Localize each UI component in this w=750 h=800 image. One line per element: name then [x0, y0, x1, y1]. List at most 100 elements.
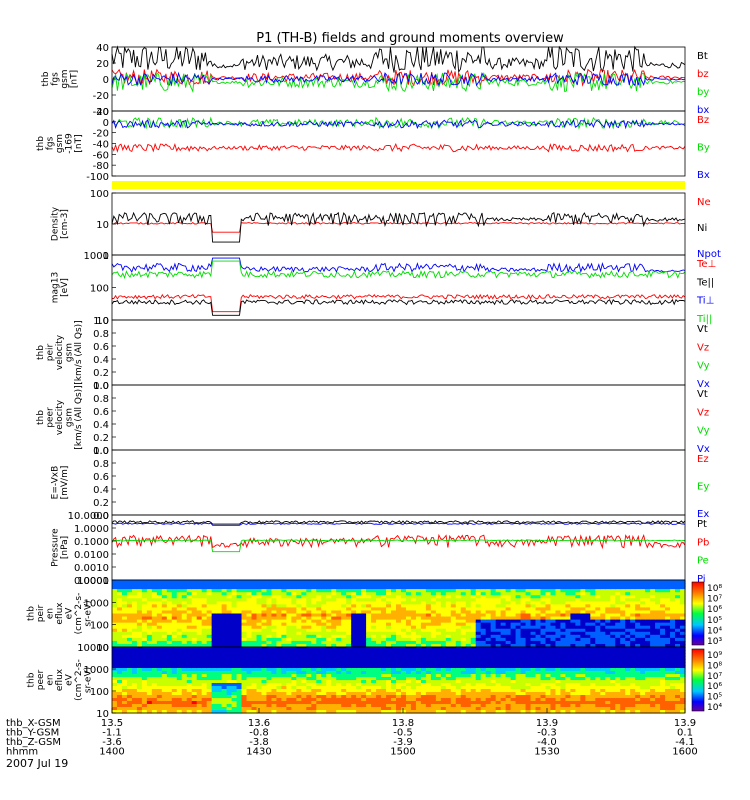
spectrogram-cell [211, 698, 218, 702]
spectrogram-cell [575, 707, 581, 711]
spectrogram-cell [256, 580, 263, 584]
spectrogram-cell [415, 598, 422, 602]
spectrogram-cell [112, 637, 118, 642]
spectrogram-cell [281, 637, 287, 642]
spectrogram-cell [470, 647, 477, 651]
spectrogram-cell [635, 580, 641, 584]
spectrogram-cell [251, 668, 258, 672]
spectrogram-cell [525, 583, 532, 587]
spectrogram-cell [420, 637, 427, 642]
spectrogram-cell [321, 692, 327, 696]
spectrogram-cell [156, 592, 163, 596]
spectrogram-cell [201, 671, 208, 675]
spectrogram-cell [356, 607, 362, 612]
spectrogram-cell [450, 619, 457, 624]
spectrogram-cell [495, 598, 502, 602]
spectrogram-cell [540, 601, 547, 605]
spectrogram-cell [316, 698, 322, 702]
spectrogram-cell [435, 595, 442, 599]
spectrogram-cell [281, 650, 287, 654]
spectrogram-cell [420, 707, 427, 711]
spectrogram-cell [585, 601, 591, 605]
spectrogram-cell [226, 695, 233, 699]
spectrogram-cell [276, 640, 283, 645]
spectrogram-cell [301, 671, 307, 675]
spectrogram-cell [366, 659, 372, 663]
spectrogram-cell [251, 695, 258, 699]
spectrogram-cell [510, 589, 517, 593]
spectrogram-cell [540, 595, 547, 599]
spectrogram-cell [660, 586, 666, 590]
spectrogram-cell [186, 671, 193, 675]
spectrogram-cell [176, 607, 183, 612]
spectrogram-cell [645, 643, 651, 648]
spectrogram-cell [186, 631, 193, 636]
spectrogram-cell [236, 616, 243, 621]
spectrogram-cell [555, 677, 562, 681]
spectrogram-cell [600, 677, 606, 681]
spectrogram-cell [346, 622, 352, 627]
spectrogram-cell [540, 665, 547, 669]
spectrogram-cell [570, 683, 576, 687]
spectrogram-cell [515, 668, 522, 672]
spectrogram-cell [590, 643, 596, 648]
spectrogram-cell [675, 634, 681, 639]
spectrogram-cell [490, 674, 497, 678]
spectrogram-cell [361, 634, 367, 639]
spectrogram-cell [550, 592, 557, 596]
spectrogram-cell [326, 604, 332, 609]
spectrogram-cell [615, 674, 621, 678]
spectrogram-cell [186, 643, 193, 648]
spectrogram-cell [351, 695, 357, 699]
spectrogram-cell [420, 592, 427, 596]
spectrogram-cell [281, 610, 287, 615]
spectrogram-cell [540, 622, 547, 627]
spectrogram-cell [331, 580, 337, 584]
spectrogram-cell [515, 637, 522, 642]
spectrogram-cell [500, 659, 507, 663]
spectrogram-cell [530, 689, 537, 693]
spectrogram-cell [610, 628, 616, 633]
spectrogram-cell [610, 656, 616, 660]
spectrogram-cell [201, 659, 208, 663]
spectrogram-cell [650, 631, 656, 636]
spectrogram-cell [575, 637, 581, 642]
spectrogram-cell [625, 625, 631, 630]
spectrogram-cell [495, 686, 502, 690]
spectrogram-cell [605, 647, 611, 651]
spectrogram-cell [231, 589, 238, 593]
spectrogram-cell [500, 710, 507, 714]
spectrogram-cell [112, 604, 118, 609]
spectrogram-cell [410, 640, 417, 645]
spectrogram-cell [226, 601, 233, 605]
spectrogram-cell [306, 665, 312, 669]
spectrogram-cell [560, 643, 567, 648]
spectrogram-cell [131, 592, 138, 596]
spectrogram-cell [386, 698, 392, 702]
spectrogram-cell [525, 580, 532, 584]
spectrogram-cell [211, 656, 218, 660]
spectrogram-cell [550, 583, 557, 587]
spectrogram-cell [181, 631, 188, 636]
spectrogram-cell [141, 631, 148, 636]
spectrogram-cell [480, 650, 487, 654]
colorbar-label: 10⁸ [707, 584, 722, 594]
spectrogram-cell [171, 710, 178, 714]
y-axis-label: thb [27, 606, 37, 621]
spectrogram-cell [291, 592, 297, 596]
spectrogram-cell [410, 674, 417, 678]
spectrogram-cell [271, 604, 278, 609]
spectrogram-cell [191, 653, 198, 657]
spectrogram-cell [251, 698, 258, 702]
spectrogram-cell [430, 704, 437, 708]
y-axis-label: (cm^2-s- [74, 593, 84, 635]
spectrogram-cell [470, 628, 477, 633]
spectrogram-cell [281, 607, 287, 612]
spectrogram-cell [535, 674, 542, 678]
spectrogram-cell [176, 619, 183, 624]
spectrogram-cell [570, 628, 576, 633]
spectrogram-cell [680, 595, 686, 599]
spectrogram-cell [630, 607, 636, 612]
spectrogram-cell [321, 677, 327, 681]
spectrogram-cell [201, 631, 208, 636]
